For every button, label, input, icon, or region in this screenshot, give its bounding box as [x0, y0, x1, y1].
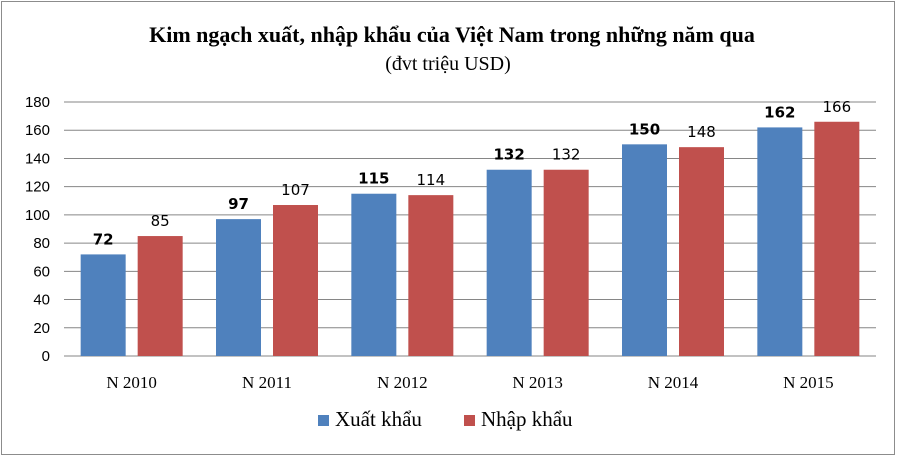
y-tick-label: 120 — [25, 179, 50, 196]
data-label: 132 — [552, 146, 581, 164]
chart-subtitle: (đvt triệu USD) — [385, 53, 511, 75]
bar-nhap-khau — [408, 195, 454, 356]
bar-xuat-khau — [216, 219, 261, 356]
bars — [80, 121, 860, 357]
data-label: 72 — [93, 230, 114, 248]
y-tick-label: 40 — [33, 292, 50, 309]
bar-nhap-khau — [137, 236, 183, 356]
legend: Xuất khẩu Nhập khẩu — [318, 407, 573, 431]
legend-swatch — [318, 415, 329, 426]
data-label: 97 — [228, 195, 249, 213]
x-tick-label: N 2015 — [783, 373, 834, 392]
data-label: 114 — [417, 171, 446, 189]
data-label: 115 — [358, 170, 389, 188]
x-tick-label: N 2013 — [512, 373, 563, 392]
y-tick-label: 100 — [25, 207, 50, 224]
legend-label: Xuất khẩu — [335, 407, 422, 431]
y-tick-label: 180 — [25, 94, 50, 111]
y-tick-label: 140 — [25, 150, 50, 167]
data-label: 107 — [281, 181, 310, 199]
bar-xuat-khau — [757, 127, 803, 357]
data-label: 162 — [764, 103, 795, 121]
chart-title: Kim ngạch xuất, nhập khẩu của Việt Nam t… — [149, 22, 755, 47]
bar-xuat-khau — [351, 193, 397, 356]
bar-nhap-khau — [679, 147, 724, 356]
data-label: 150 — [629, 120, 660, 138]
y-axis-ticks: 0 20 40 60 80 100 120 140 160 180 — [25, 94, 50, 365]
y-tick-label: 80 — [33, 235, 50, 252]
bar-xuat-khau — [486, 169, 532, 356]
bar-xuat-khau — [80, 254, 126, 356]
y-tick-label: 20 — [33, 320, 50, 337]
gridlines — [64, 101, 876, 357]
x-axis-ticks: N 2010 N 2011 N 2012 N 2013 N 2014 N 2015 — [106, 373, 833, 392]
legend-label: Nhập khẩu — [481, 407, 573, 431]
data-label: 166 — [823, 98, 852, 116]
y-tick-label: 0 — [42, 348, 50, 365]
data-label: 85 — [151, 212, 170, 230]
y-tick-label: 160 — [25, 122, 50, 139]
bar-nhap-khau — [273, 205, 318, 356]
x-tick-label: N 2012 — [377, 373, 428, 392]
x-tick-label: N 2011 — [242, 373, 292, 392]
data-label: 148 — [687, 123, 716, 141]
bar-chart: Kim ngạch xuất, nhập khẩu của Việt Nam t… — [25, 22, 876, 431]
bar-nhap-khau — [814, 121, 860, 356]
x-tick-label: N 2014 — [648, 373, 699, 392]
data-labels: 72 85 97 107 115 114 132 132 150 148 162 166 — [93, 98, 851, 249]
x-tick-label: N 2010 — [106, 373, 157, 392]
data-label: 132 — [494, 146, 525, 164]
bar-xuat-khau — [622, 144, 667, 356]
bar-nhap-khau — [543, 169, 589, 356]
y-tick-label: 60 — [33, 263, 50, 280]
legend-swatch — [464, 415, 475, 426]
